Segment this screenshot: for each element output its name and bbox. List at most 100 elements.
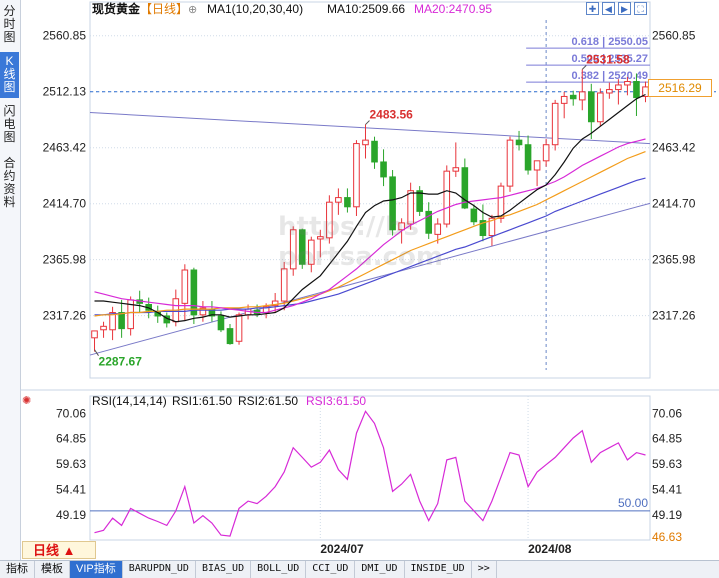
candle-body bbox=[371, 140, 378, 163]
candle-body bbox=[524, 144, 532, 171]
candle-body bbox=[497, 185, 505, 219]
fib-label: 0.500 | 2535.27 bbox=[572, 53, 648, 65]
candle-body bbox=[307, 239, 315, 265]
rsi-y-tick-label-right: 54.41 bbox=[652, 482, 682, 496]
period-select[interactable]: 日线 ▲ bbox=[22, 541, 96, 559]
tab-vip-indicators[interactable]: VIP指标 bbox=[70, 561, 123, 578]
candle-body bbox=[380, 161, 387, 178]
tab-barupdn[interactable]: BARUPDN_UD bbox=[123, 561, 196, 578]
side-tab-bar: 分时图 K线图 闪电图 合约资料 bbox=[0, 0, 21, 560]
rsi-params-label: RSI(14,14,14) bbox=[92, 394, 167, 408]
y-tick-label: 2317.26 bbox=[43, 309, 87, 323]
ma20-value: MA20:2470.95 bbox=[414, 2, 492, 16]
y-tick-label-right: 2365.98 bbox=[652, 253, 696, 267]
candle-body bbox=[597, 92, 604, 123]
rsi-y-tick-label: 59.63 bbox=[56, 457, 86, 471]
extreme-label: 2531.58 bbox=[586, 52, 630, 66]
candle-body bbox=[542, 144, 550, 162]
candle-body bbox=[479, 220, 487, 237]
main-panel-frame bbox=[89, 1, 651, 379]
rsi-panel: ✺ RSI(14,14,14) RSI1:61.50 RSI2:61.50 RSI3:6… bbox=[22, 394, 682, 544]
rsi-y-tick-label-right: 59.63 bbox=[652, 457, 682, 471]
chart-header: 现货黄金 【日线】 MA1(10,20,30,40) MA10:2509.66 MA20… bbox=[92, 1, 492, 16]
tab-lightning[interactable]: 闪电图 bbox=[3, 104, 16, 144]
settings-icon: ⊕ bbox=[188, 4, 197, 16]
left-arrow-icon[interactable]: ◀ bbox=[602, 2, 615, 15]
chart-toolbar: ✚ ◀ ▶ ⛶ bbox=[586, 2, 647, 15]
extreme-label: 2287.67 bbox=[99, 355, 143, 369]
candle-body bbox=[289, 229, 297, 270]
candle-body bbox=[280, 268, 288, 302]
candle-body bbox=[100, 325, 107, 331]
x-tick-label: 2024/08 bbox=[528, 542, 572, 556]
candle-body bbox=[551, 102, 559, 146]
rsi-y-tick-label: 54.41 bbox=[56, 482, 86, 496]
trend-line-lower bbox=[89, 202, 651, 356]
tab-boll[interactable]: BOLL_UD bbox=[251, 561, 307, 578]
extreme-pointer bbox=[365, 120, 370, 125]
candle-body bbox=[606, 89, 613, 94]
rsi-y-tick-label-right: 49.19 bbox=[652, 508, 682, 522]
grid-lines bbox=[20, 1, 719, 541]
right-arrow-icon[interactable]: ▶ bbox=[618, 2, 631, 15]
candle-body bbox=[407, 190, 414, 225]
candle-body bbox=[615, 84, 622, 91]
candle-body bbox=[470, 208, 478, 223]
tab-dmi[interactable]: DMI_UD bbox=[355, 561, 405, 578]
candle-body bbox=[389, 176, 396, 231]
candle-body bbox=[578, 91, 586, 101]
tab-cci[interactable]: CCI_UD bbox=[306, 561, 356, 578]
watermark-line: https://bs bbox=[278, 212, 419, 242]
candle-body bbox=[335, 197, 342, 203]
moving-averages bbox=[94, 93, 646, 323]
candle-body bbox=[533, 160, 541, 171]
candle-body bbox=[199, 307, 207, 316]
candle-body bbox=[362, 139, 369, 146]
candle-body bbox=[226, 328, 234, 345]
fullscreen-icon[interactable]: ⛶ bbox=[634, 2, 647, 15]
rsi-y-tick-label: 49.19 bbox=[56, 508, 86, 522]
candle-body bbox=[109, 312, 116, 331]
candle-body bbox=[633, 81, 640, 99]
tab-templates[interactable]: 模板 bbox=[35, 561, 70, 578]
y-tick-label: 2463.42 bbox=[43, 141, 87, 155]
tab-contract-info[interactable]: 合约资料 bbox=[3, 156, 16, 209]
tab-bias[interactable]: BIAS_UD bbox=[196, 561, 252, 578]
tab-timeshare[interactable]: 分时图 bbox=[3, 4, 16, 44]
candle-body bbox=[217, 315, 225, 331]
tab-kline[interactable]: K线图 bbox=[0, 52, 19, 98]
fib-label: 0.618 | 2550.05 bbox=[572, 36, 648, 48]
candle-body bbox=[344, 197, 351, 208]
candle-body bbox=[416, 190, 423, 212]
rsi-panel-frame bbox=[89, 395, 651, 541]
candles bbox=[91, 69, 649, 352]
candle-body bbox=[398, 222, 405, 231]
y-tick-label-right: 2414.70 bbox=[652, 197, 696, 211]
candle-body bbox=[181, 269, 189, 304]
ma40-line bbox=[94, 177, 646, 316]
candle-body bbox=[91, 330, 98, 339]
rsi-reference-label: 50.00 bbox=[618, 496, 648, 510]
indicator-tab-bar: 指标 模板 VIP指标 BARUPDN_UD BIAS_UD BOLL_UD C… bbox=[0, 560, 719, 578]
candle-body bbox=[235, 314, 243, 342]
fib-label: 0.382 | 2520.49 bbox=[572, 70, 648, 82]
ma30-line bbox=[94, 151, 646, 317]
candle-body bbox=[271, 300, 279, 307]
tab-inside[interactable]: INSIDE_UD bbox=[405, 561, 472, 578]
chart-title: 现货黄金 bbox=[92, 1, 141, 16]
tab-more[interactable]: >> bbox=[472, 561, 497, 578]
expand-icon[interactable]: ✚ bbox=[586, 2, 599, 15]
rsi-y-tick-label-right: 70.06 bbox=[652, 406, 682, 420]
candle-body bbox=[317, 236, 324, 240]
y-tick-label-right: 2463.42 bbox=[652, 141, 696, 155]
rsi-y-tick-label: 64.85 bbox=[56, 432, 86, 446]
tab-indicators[interactable]: 指标 bbox=[0, 561, 35, 578]
rsi-corner-label: 46.63 bbox=[652, 530, 682, 544]
ma10-line bbox=[94, 93, 646, 323]
candle-body bbox=[569, 94, 577, 100]
candle-body bbox=[515, 139, 523, 146]
candle-body bbox=[452, 167, 460, 172]
y-tick-label-right: 2560.85 bbox=[652, 29, 696, 43]
candle-body bbox=[353, 143, 360, 208]
candlestick-chart[interactable]: 0.618 | 2550.05 0.500 | 2535.27 0.382 | 25… bbox=[0, 0, 719, 560]
